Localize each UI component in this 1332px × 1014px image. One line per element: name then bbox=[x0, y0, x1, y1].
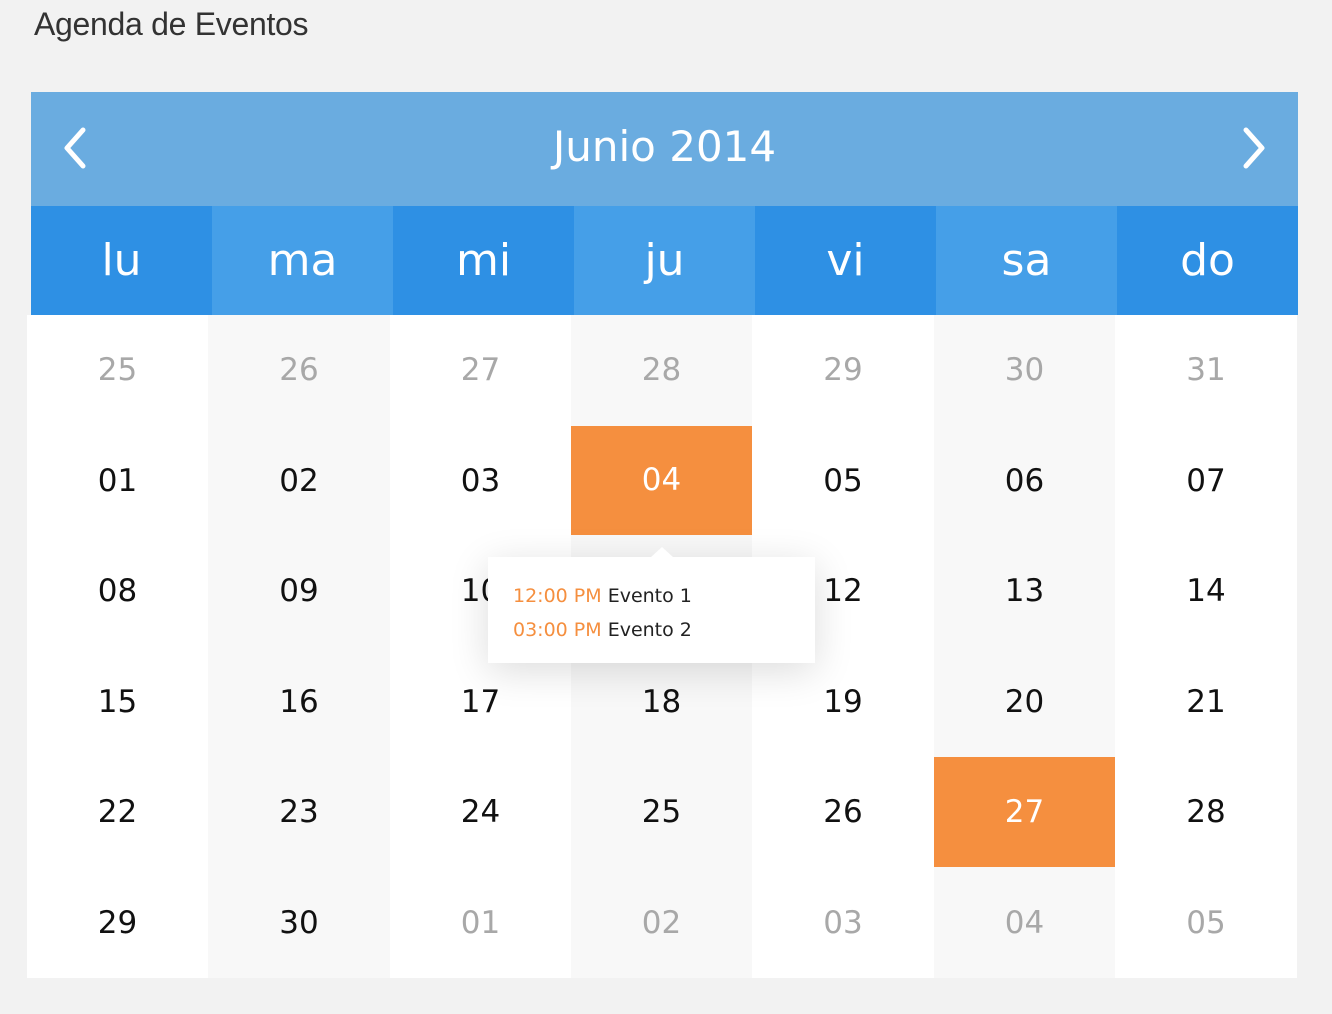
calendar-day-with-event[interactable]: 27 bbox=[934, 757, 1115, 867]
weekday-header-row: lu ma mi ju vi sa do bbox=[31, 206, 1298, 315]
event-item[interactable]: 03:00 PM Evento 2 bbox=[513, 619, 692, 641]
prev-month-button[interactable] bbox=[53, 122, 103, 176]
weekday-lu[interactable]: lu bbox=[31, 206, 212, 315]
calendar-day[interactable]: 29 bbox=[823, 352, 863, 389]
calendar-day[interactable]: 08 bbox=[97, 573, 138, 610]
calendar-day[interactable]: 01 bbox=[97, 462, 138, 499]
calendar-column-background bbox=[934, 315, 1115, 978]
calendar-day[interactable]: 26 bbox=[823, 794, 863, 831]
calendar-column-background bbox=[27, 315, 208, 978]
calendar-day[interactable]: 16 bbox=[279, 683, 319, 720]
event-item[interactable]: 12:00 PM Evento 1 bbox=[513, 585, 692, 607]
chevron-right-icon bbox=[1243, 127, 1265, 169]
weekday-do[interactable]: do bbox=[1117, 206, 1298, 315]
calendar-day[interactable]: 03 bbox=[460, 462, 501, 499]
weekday-sa[interactable]: sa bbox=[936, 206, 1117, 315]
calendar-day[interactable]: 24 bbox=[460, 794, 501, 831]
calendar-column-background bbox=[208, 315, 390, 978]
calendar-day[interactable]: 18 bbox=[641, 683, 682, 720]
calendar-day[interactable]: 27 bbox=[460, 352, 501, 389]
calendar-day[interactable]: 05 bbox=[1186, 904, 1226, 941]
calendar-day[interactable]: 30 bbox=[1004, 352, 1045, 389]
calendar-day[interactable]: 05 bbox=[823, 462, 863, 499]
event-time: 03:00 PM bbox=[513, 619, 602, 641]
next-month-button[interactable] bbox=[1226, 122, 1276, 176]
calendar-header: Junio 2014 bbox=[31, 92, 1298, 206]
calendar-day-with-event[interactable]: 04 bbox=[571, 425, 752, 535]
calendar-day[interactable]: 23 bbox=[279, 794, 319, 831]
event-popup: 12:00 PM Evento 1 03:00 PM Evento 2 bbox=[488, 547, 815, 663]
calendar-day[interactable]: 13 bbox=[1004, 573, 1045, 610]
weekday-ma[interactable]: ma bbox=[212, 206, 393, 315]
calendar: Junio 2014 lu ma mi ju vi sa do 25 26 27 28… bbox=[27, 92, 1298, 978]
calendar-day[interactable]: 01 bbox=[460, 904, 501, 941]
calendar-day[interactable]: 12 bbox=[823, 573, 863, 610]
weekday-vi[interactable]: vi bbox=[755, 206, 936, 315]
calendar-day[interactable]: 30 bbox=[279, 904, 319, 941]
calendar-day[interactable]: 14 bbox=[1186, 573, 1226, 610]
calendar-day[interactable]: 20 bbox=[1004, 683, 1045, 720]
month-title: Junio 2014 bbox=[552, 122, 777, 171]
calendar-day[interactable]: 03 bbox=[823, 904, 863, 941]
calendar-day[interactable]: 21 bbox=[1186, 683, 1226, 720]
calendar-day[interactable]: 07 bbox=[1186, 462, 1226, 499]
weekday-ju[interactable]: ju bbox=[574, 206, 755, 315]
event-name: Evento 1 bbox=[607, 585, 692, 607]
calendar-day[interactable]: 29 bbox=[97, 904, 138, 941]
calendar-day[interactable]: 25 bbox=[97, 352, 138, 389]
calendar-day[interactable]: 09 bbox=[279, 573, 319, 610]
calendar-day[interactable]: 28 bbox=[1186, 794, 1226, 831]
calendar-day[interactable]: 04 bbox=[1004, 904, 1045, 941]
calendar-day[interactable]: 15 bbox=[97, 683, 138, 720]
calendar-day[interactable]: 02 bbox=[279, 462, 319, 499]
calendar-day[interactable]: 19 bbox=[823, 683, 863, 720]
chevron-left-icon bbox=[64, 127, 86, 169]
calendar-day[interactable]: 02 bbox=[641, 904, 682, 941]
calendar-column-background bbox=[1115, 315, 1297, 978]
event-name: Evento 2 bbox=[607, 619, 692, 641]
calendar-day[interactable]: 31 bbox=[1186, 352, 1226, 389]
calendar-day[interactable]: 26 bbox=[279, 352, 319, 389]
calendar-day[interactable]: 25 bbox=[641, 794, 682, 831]
calendar-day[interactable]: 28 bbox=[641, 352, 682, 389]
event-time: 12:00 PM bbox=[513, 585, 602, 607]
page-title: Agenda de Eventos bbox=[34, 6, 309, 42]
calendar-day[interactable]: 22 bbox=[97, 794, 138, 831]
weekday-mi[interactable]: mi bbox=[393, 206, 574, 315]
calendar-day[interactable]: 17 bbox=[460, 683, 501, 720]
calendar-day[interactable]: 06 bbox=[1004, 462, 1045, 499]
